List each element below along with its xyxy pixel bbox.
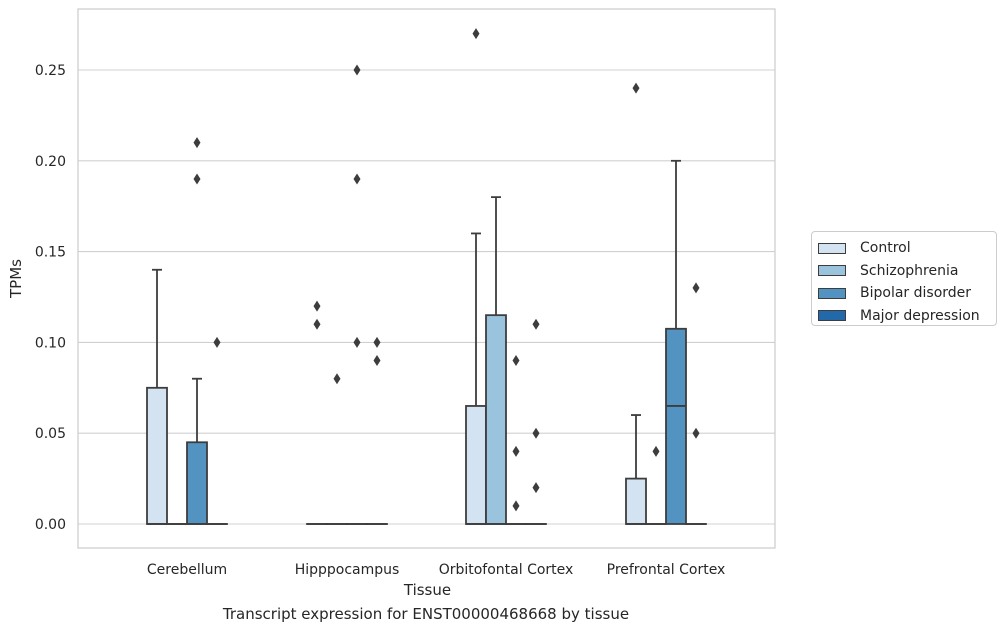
y-tick-label: 0.00 xyxy=(35,517,66,533)
legend-swatch-schizophrenia xyxy=(818,265,846,277)
outlier-point xyxy=(373,336,381,348)
x-tick-label: Cerebellum xyxy=(147,562,227,578)
outlier-point xyxy=(512,500,520,512)
outlier-point xyxy=(652,445,660,457)
box xyxy=(186,441,208,525)
outlier-point xyxy=(472,28,480,40)
outlier-point xyxy=(532,482,540,494)
box-group xyxy=(465,232,487,525)
box-group xyxy=(485,196,507,525)
legend-item-major-depression: Major depression xyxy=(818,305,996,328)
box xyxy=(485,314,507,525)
outlier-point xyxy=(532,318,540,330)
outlier-point xyxy=(353,173,361,185)
legend-item-bipolar-disorder: Bipolar disorder xyxy=(818,282,996,305)
outlier-point xyxy=(512,445,520,457)
box xyxy=(465,405,487,525)
outlier-point xyxy=(532,427,540,439)
legend: Control Schizophrenia Bipolar disorder M… xyxy=(811,231,997,326)
chart-caption: Transcript expression for ENST0000046866… xyxy=(222,605,630,623)
y-tick-label: 0.05 xyxy=(35,426,66,442)
outlier-point xyxy=(313,300,321,312)
box-group xyxy=(186,377,208,525)
box xyxy=(146,386,168,525)
legend-item-control: Control xyxy=(818,237,996,260)
boxes xyxy=(146,159,707,525)
outlier-point xyxy=(313,318,321,330)
legend-label-bipolar-disorder: Bipolar disorder xyxy=(860,285,972,302)
legend-swatch-major-depression xyxy=(818,310,846,322)
x-tick-label: Hipppocampus xyxy=(295,562,400,578)
outlier-point xyxy=(193,137,201,149)
outlier-point xyxy=(692,282,700,294)
x-tick-label: Prefrontal Cortex xyxy=(607,562,726,578)
legend-swatch-bipolar-disorder xyxy=(818,287,846,299)
legend-label-control: Control xyxy=(860,240,911,257)
outliers xyxy=(193,28,700,512)
outlier-point xyxy=(353,64,361,76)
outlier-point xyxy=(333,373,341,385)
outlier-point xyxy=(632,82,640,94)
box-group xyxy=(665,159,687,525)
x-tick-label: Orbitofontal Cortex xyxy=(439,562,574,578)
outlier-point xyxy=(353,336,361,348)
y-tick-label: 0.20 xyxy=(35,154,66,170)
outlier-point xyxy=(193,173,201,185)
y-axis-ticks: 0.00 0.05 0.10 0.15 0.20 0.25 xyxy=(35,63,66,533)
y-tick-label: 0.25 xyxy=(35,63,66,79)
box xyxy=(665,327,687,525)
legend-item-schizophrenia: Schizophrenia xyxy=(818,260,996,283)
outlier-point xyxy=(213,336,221,348)
x-axis-ticks: Cerebellum Hipppocampus Orbitofontal Corte… xyxy=(147,562,725,578)
plot-area-frame xyxy=(77,8,776,549)
y-tick-label: 0.15 xyxy=(35,245,66,261)
legend-label-major-depression: Major depression xyxy=(860,307,980,324)
outlier-point xyxy=(512,355,520,367)
y-tick-label: 0.10 xyxy=(35,335,66,351)
y-axis-label: TPMs xyxy=(7,259,25,299)
box xyxy=(625,477,647,525)
x-axis-label: Tissue xyxy=(403,581,451,599)
outlier-point xyxy=(692,427,700,439)
box-group xyxy=(625,414,647,525)
legend-label-schizophrenia: Schizophrenia xyxy=(860,262,959,279)
outlier-point xyxy=(373,355,381,367)
legend-swatch-control xyxy=(818,242,846,254)
box-group xyxy=(146,268,168,525)
